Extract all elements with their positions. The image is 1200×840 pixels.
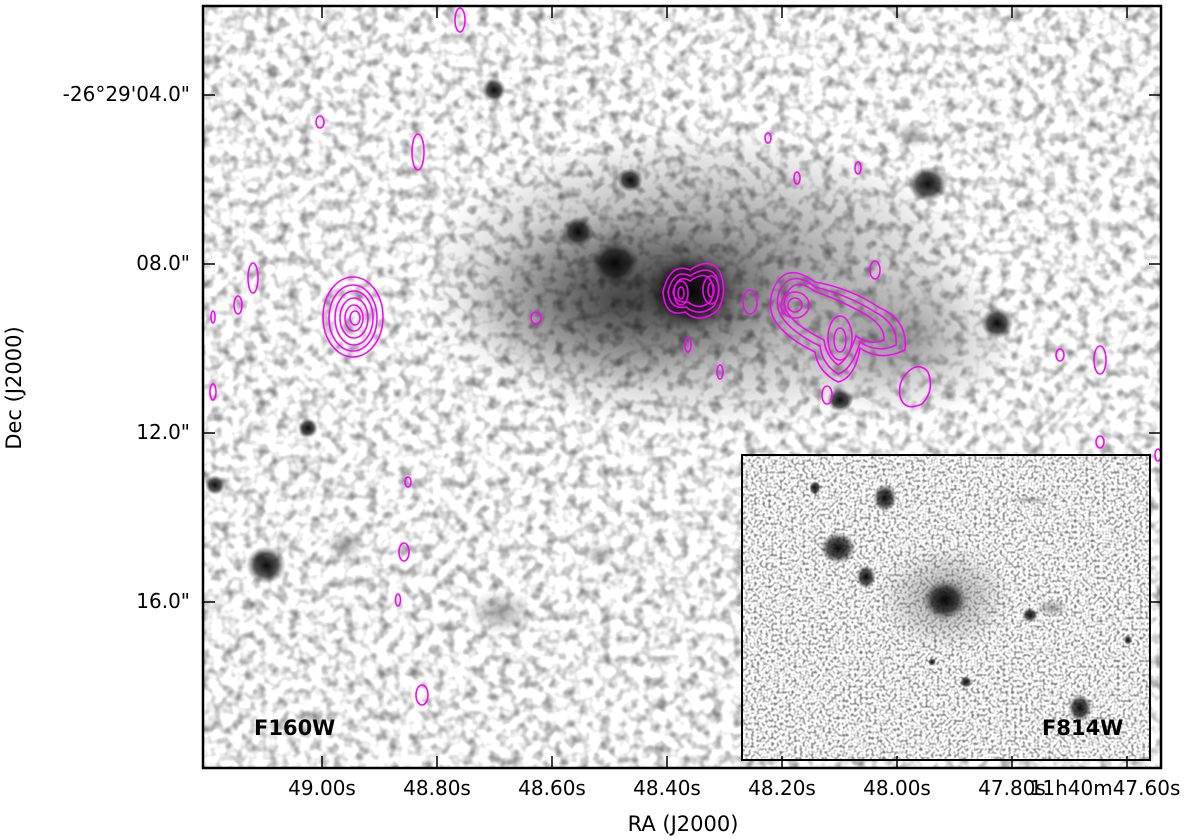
x-tick-label: 48.40s	[633, 776, 701, 800]
main-band-label: F160W	[254, 716, 336, 740]
radio-contours	[209, 7, 1161, 706]
y-tick-label: 16.0"	[136, 589, 190, 613]
x-tick-label: 48.00s	[863, 776, 931, 800]
y-tick-label: -26°29'04.0"	[62, 82, 190, 106]
x-tick-label: 11h40m47.60s	[1029, 776, 1181, 800]
inset-band-label: F814W	[1042, 716, 1124, 740]
y-tick-label: 08.0"	[136, 251, 190, 275]
x-tick-label: 47.80s	[978, 776, 1046, 800]
x-axis-label: RA (J2000)	[627, 812, 739, 836]
tick-marks	[203, 6, 1161, 768]
main-image-panel	[203, 6, 1161, 768]
x-tick-label: 48.20s	[748, 776, 816, 800]
x-tick-label: 48.80s	[403, 776, 471, 800]
x-tick-label: 48.60s	[518, 776, 586, 800]
y-tick-label: 12.0"	[136, 420, 190, 444]
plot-frame	[201, 4, 1163, 770]
inset-panel	[741, 454, 1151, 761]
x-tick-label: 49.00s	[288, 776, 356, 800]
y-axis-label: Dec (J2000)	[2, 326, 26, 450]
